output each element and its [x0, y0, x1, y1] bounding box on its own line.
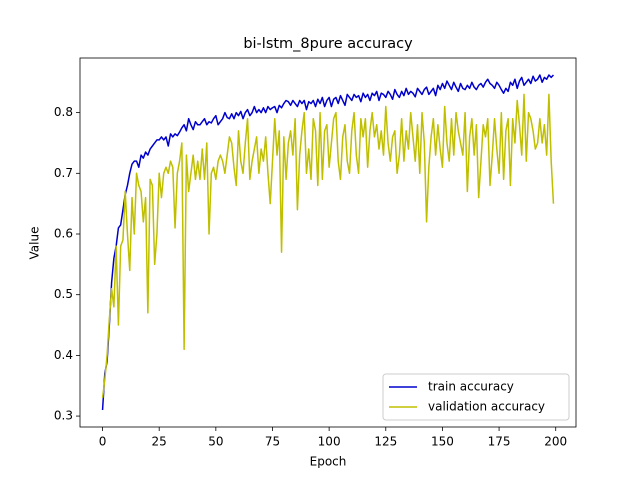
- x-tick-label: 25: [152, 435, 167, 449]
- chart-title: bi-lstm_8pure accuracy: [243, 36, 413, 52]
- legend-label: train accuracy: [428, 380, 514, 394]
- y-tick-label: 0.6: [54, 227, 73, 241]
- x-tick-label: 75: [265, 435, 280, 449]
- y-tick-label: 0.7: [54, 166, 73, 180]
- legend-box: [382, 373, 570, 421]
- legend-label: validation accuracy: [428, 400, 545, 414]
- x-tick-label: 125: [374, 435, 397, 449]
- y-axis-label: Value: [28, 227, 42, 260]
- x-tick-label: 200: [544, 435, 567, 449]
- y-tick-label: 0.8: [54, 105, 73, 119]
- y-tick-label: 0.4: [54, 348, 73, 362]
- x-tick-label: 150: [431, 435, 454, 449]
- x-tick-label: 175: [488, 435, 511, 449]
- data-line: [101, 93, 555, 398]
- x-tick-label: 0: [99, 435, 107, 449]
- data-line: [101, 74, 554, 411]
- y-tick-label: 0.5: [54, 287, 73, 301]
- x-tick-label: 50: [208, 435, 223, 449]
- plot-frame: [79, 57, 577, 428]
- y-tick-label: 0.3: [54, 409, 73, 423]
- x-axis-label: Epoch: [310, 455, 347, 469]
- x-tick-label: 100: [318, 435, 341, 449]
